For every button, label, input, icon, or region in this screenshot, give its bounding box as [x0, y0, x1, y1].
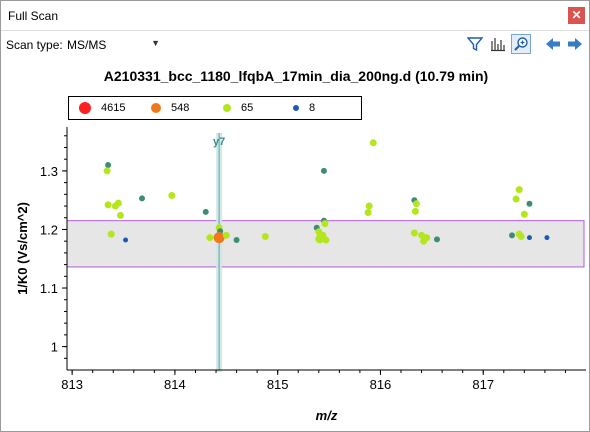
data-point	[139, 195, 146, 202]
data-point	[517, 232, 525, 240]
data-point	[261, 232, 269, 240]
chart-title: A210331_bcc_1180_lfqbA_17min_dia_200ng.d…	[103, 68, 489, 84]
data-point	[515, 186, 523, 194]
data-point	[544, 235, 550, 241]
data-point	[107, 230, 115, 238]
data-point	[222, 231, 230, 239]
x-tick-label: 813	[61, 377, 83, 392]
spectrum-icon[interactable]	[488, 34, 508, 54]
back-arrow-icon[interactable]	[543, 34, 563, 54]
scan-type-select[interactable]: MS/MS ▼	[63, 34, 164, 54]
chevron-down-icon: ▼	[151, 38, 160, 48]
data-point	[168, 192, 176, 200]
data-point	[321, 220, 329, 228]
legend-marker	[151, 103, 161, 113]
legend-item: 548	[151, 97, 189, 119]
data-point	[322, 236, 330, 244]
legend-label: 65	[241, 102, 254, 114]
legend-marker	[223, 104, 231, 112]
zoom-icon[interactable]	[511, 34, 531, 54]
title-bar: Full Scan ✕	[1, 1, 589, 31]
scan-type-label: Scan type:	[6, 38, 63, 52]
x-tick-label: 817	[472, 377, 494, 392]
data-point	[104, 201, 112, 209]
close-icon[interactable]: ✕	[568, 7, 585, 24]
data-point	[213, 232, 225, 244]
selection-band	[66, 220, 585, 268]
filter-icon[interactable]	[465, 34, 485, 54]
data-point	[103, 167, 111, 175]
data-point	[233, 237, 240, 244]
data-point	[411, 207, 419, 215]
data-point	[412, 200, 420, 208]
data-point	[410, 229, 418, 237]
data-point	[364, 208, 372, 216]
x-tick-label: 815	[267, 377, 289, 392]
data-point	[116, 211, 124, 219]
legend-item: 8	[293, 97, 315, 119]
x-tick-label: 816	[370, 377, 392, 392]
legend-item: 4615	[79, 97, 125, 119]
data-point	[369, 139, 377, 147]
data-point	[114, 199, 122, 207]
forward-arrow-icon[interactable]	[565, 34, 585, 54]
x-axis-label: m/z	[316, 408, 338, 423]
y-tick-label: 1.3	[40, 164, 58, 179]
legend: 4615 548 65 8	[68, 96, 362, 120]
data-point	[520, 210, 528, 218]
y-tick-label: 1.2	[40, 222, 58, 237]
legend-marker	[79, 102, 91, 114]
data-point	[512, 195, 520, 203]
legend-marker	[293, 105, 299, 111]
data-point	[433, 236, 440, 243]
y-tick-label: 1	[51, 340, 58, 355]
data-point	[315, 234, 325, 244]
y-axis-label: 1/K0 (Vs/cm^2)	[15, 202, 30, 295]
scatter-plot[interactable]: y7 813 814 815 816 817 1 1.1 1.2 1.3 m/z 1/K0 (…	[1, 57, 589, 431]
data-point	[202, 208, 209, 215]
y-tick-label: 1.1	[40, 281, 58, 296]
x-tick-label: 814	[164, 377, 186, 392]
data-point	[526, 235, 532, 241]
legend-label: 4615	[101, 102, 126, 114]
data-point	[526, 200, 533, 207]
data-point	[509, 232, 516, 239]
data-point	[123, 237, 129, 243]
chart-area[interactable]: A210331_bcc_1180_lfqbA_17min_dia_200ng.d…	[1, 57, 589, 431]
data-point	[105, 162, 112, 169]
data-point	[206, 234, 214, 242]
data-point	[420, 237, 428, 245]
legend-label: 8	[309, 102, 316, 114]
data-point	[320, 167, 327, 174]
toolbar: Scan type: MS/MS ▼	[1, 31, 589, 57]
data-point	[365, 202, 373, 210]
scan-type-value: MS/MS	[67, 38, 107, 52]
legend-label: 548	[171, 102, 190, 114]
window-title: Full Scan	[8, 9, 59, 23]
legend-item: 65	[223, 97, 253, 119]
annotation-label: y7	[213, 136, 225, 148]
